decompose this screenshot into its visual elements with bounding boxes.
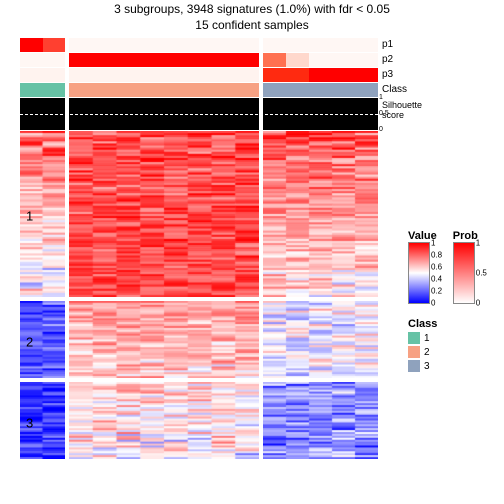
ann-label-p3: p3 xyxy=(382,69,393,80)
class-legend: Class 1 2 3 xyxy=(408,318,478,372)
heatmap-figure: p1p2p3ClassSilhouettescore10.50123 xyxy=(20,38,378,463)
class-swatch-2: 2 xyxy=(408,346,478,358)
value-gradient: 10.80.60.40.20 xyxy=(408,242,430,304)
prob-legend: Prob 10.50 xyxy=(453,230,478,304)
class-legend-title: Class xyxy=(408,318,478,330)
class-swatch-1: 1 xyxy=(408,332,478,344)
chart-subtitle: 15 confident samples xyxy=(0,18,504,36)
rowgroup-label-2: 2 xyxy=(26,334,33,349)
legend-area: Value 10.80.60.40.20 Prob 10.50 Class 1 2… xyxy=(408,230,478,372)
rowgroup-label-3: 3 xyxy=(26,415,33,430)
chart-title: 3 subgroups, 3948 signatures (1.0%) with… xyxy=(0,0,504,18)
silhouette-label: Silhouette xyxy=(382,100,422,110)
heatmap-canvas xyxy=(263,131,378,297)
prob-legend-title: Prob xyxy=(453,230,478,242)
heatmap-canvas xyxy=(69,131,259,297)
value-legend: Value 10.80.60.40.20 xyxy=(408,230,437,304)
class-swatch-3: 3 xyxy=(408,360,478,372)
rowgroup-label-1: 1 xyxy=(26,209,33,224)
ann-label-p1: p1 xyxy=(382,39,393,50)
heatmap-canvas xyxy=(263,301,378,378)
heatmap-canvas xyxy=(69,382,259,459)
ann-label-p2: p2 xyxy=(382,54,393,65)
heatmap-canvas xyxy=(69,301,259,378)
ann-label-class: Class xyxy=(382,84,407,95)
prob-gradient: 10.50 xyxy=(453,242,475,304)
heatmap-canvas xyxy=(263,382,378,459)
